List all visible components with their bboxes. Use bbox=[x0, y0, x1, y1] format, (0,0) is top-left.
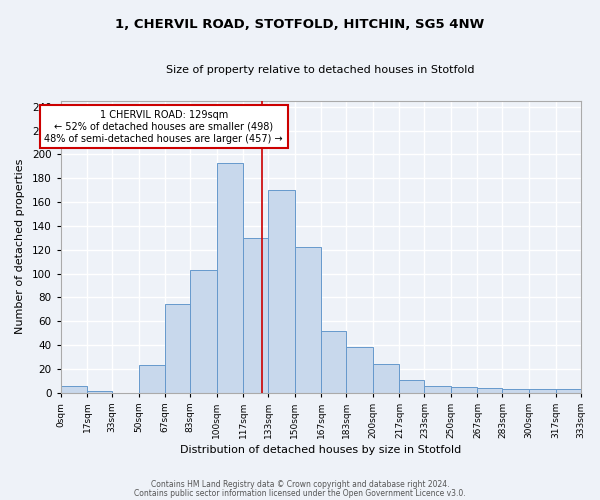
Bar bbox=[451, 386, 478, 392]
Text: 1, CHERVIL ROAD, STOTFOLD, HITCHIN, SG5 4NW: 1, CHERVIL ROAD, STOTFOLD, HITCHIN, SG5 … bbox=[115, 18, 485, 30]
Bar bbox=[166, 304, 190, 392]
Bar bbox=[529, 389, 556, 392]
Text: 1 CHERVIL ROAD: 129sqm
← 52% of detached houses are smaller (498)
48% of semi-de: 1 CHERVIL ROAD: 129sqm ← 52% of detached… bbox=[44, 110, 283, 144]
Bar bbox=[217, 162, 244, 392]
Title: Size of property relative to detached houses in Stotfold: Size of property relative to detached ho… bbox=[166, 65, 475, 75]
Text: Contains public sector information licensed under the Open Government Licence v3: Contains public sector information licen… bbox=[134, 488, 466, 498]
Text: Contains HM Land Registry data © Crown copyright and database right 2024.: Contains HM Land Registry data © Crown c… bbox=[151, 480, 449, 489]
Bar bbox=[502, 389, 529, 392]
Bar bbox=[478, 388, 502, 392]
Bar bbox=[190, 270, 217, 392]
Bar bbox=[346, 348, 373, 393]
Bar bbox=[424, 386, 451, 392]
Bar bbox=[295, 248, 322, 392]
Bar bbox=[400, 380, 424, 392]
Bar bbox=[268, 190, 295, 392]
X-axis label: Distribution of detached houses by size in Stotfold: Distribution of detached houses by size … bbox=[180, 445, 461, 455]
Bar bbox=[322, 330, 346, 392]
Bar bbox=[61, 386, 87, 392]
Bar bbox=[244, 238, 268, 392]
Bar bbox=[556, 389, 581, 392]
Y-axis label: Number of detached properties: Number of detached properties bbox=[15, 159, 25, 334]
Bar bbox=[139, 366, 166, 392]
Bar bbox=[373, 364, 400, 392]
